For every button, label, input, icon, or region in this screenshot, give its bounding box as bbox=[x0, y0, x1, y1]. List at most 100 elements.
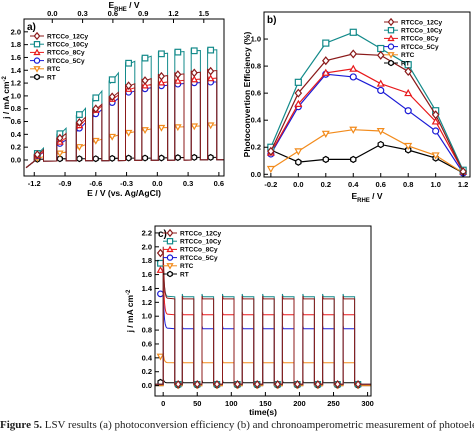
data-point bbox=[213, 380, 221, 389]
data-point bbox=[108, 133, 117, 141]
y-axis-label: j / mA cm-2 bbox=[1, 75, 11, 119]
data-point bbox=[266, 165, 275, 174]
series-line bbox=[270, 129, 464, 174]
legend-marker bbox=[166, 228, 174, 238]
data-point bbox=[190, 123, 199, 131]
data-point bbox=[431, 152, 440, 160]
y-tick-label: 0.2 bbox=[251, 143, 261, 152]
data-point bbox=[376, 79, 385, 87]
top-axis-label: ERHE / V bbox=[108, 0, 139, 13]
x-tick-label: -0.2 bbox=[264, 180, 277, 189]
y-tick-label: 0.0 bbox=[11, 155, 21, 164]
top-tick-label: 0.6 bbox=[108, 9, 118, 18]
y-axis-label: j / mA cm-2 bbox=[125, 289, 135, 333]
data-point bbox=[404, 88, 413, 97]
data-point bbox=[376, 128, 385, 136]
y-tick-label: 1.8 bbox=[11, 40, 21, 49]
x-tick-label: 0.6 bbox=[214, 179, 224, 188]
data-point bbox=[174, 48, 182, 56]
legend-label-rtcco-12cy: RTCCo_12Cy bbox=[180, 230, 222, 237]
data-point bbox=[294, 148, 303, 156]
legend-label-rtcco-10cy: RTCCo_10Cy bbox=[47, 42, 89, 49]
data-point bbox=[190, 68, 198, 78]
legend-label-rtcco-10cy: RTCCo_10Cy bbox=[401, 28, 443, 35]
y-tick-label: 1.2 bbox=[142, 298, 152, 307]
data-point bbox=[206, 122, 215, 130]
data-point bbox=[108, 92, 116, 102]
legend-label-rtcco-8cy: RTCCo_8Cy bbox=[180, 247, 218, 254]
data-point bbox=[56, 155, 63, 163]
data-point bbox=[322, 39, 330, 47]
legend-label-rtc: RTC bbox=[401, 52, 415, 59]
series-rtcco-12cy bbox=[155, 246, 371, 389]
legend-label-rtcco-5cy: RTCCo_5Cy bbox=[401, 44, 439, 51]
data-point bbox=[376, 50, 385, 60]
caption-label: Figure 5. bbox=[0, 419, 42, 431]
data-point bbox=[91, 137, 100, 145]
legend-label-rtc: RTC bbox=[180, 263, 194, 270]
data-point bbox=[294, 78, 302, 86]
data-point bbox=[157, 259, 164, 267]
y-tick-label: 1.0 bbox=[142, 312, 152, 321]
x-axis-label: ERHE / V bbox=[351, 191, 382, 204]
y-tick-label: 2.2 bbox=[142, 228, 152, 237]
x-tick-label: 0.0 bbox=[293, 180, 303, 189]
series-line bbox=[270, 68, 464, 172]
x-tick-label: 300 bbox=[361, 399, 374, 408]
data-point bbox=[207, 66, 215, 76]
x-tick-label: 250 bbox=[327, 399, 340, 408]
x-axis-label: E / V (vs. Ag/AgCl) bbox=[87, 188, 161, 198]
data-point bbox=[295, 158, 302, 166]
legend-marker bbox=[166, 263, 174, 270]
y-tick-label: 0.4 bbox=[251, 116, 262, 125]
legend-marker bbox=[167, 270, 173, 278]
panel-a-chart: -1.2 -0.9 -0.6 -0.3 0.0 0.3 0.6 0.0 0.2 0.4 0.6 0.8… bbox=[1, 0, 225, 198]
legend-marker bbox=[387, 34, 395, 42]
x-tick-label: -0.3 bbox=[120, 179, 133, 188]
data-point bbox=[206, 74, 215, 82]
y-tick-label: 1.6 bbox=[142, 270, 152, 279]
data-point bbox=[156, 266, 165, 273]
data-point bbox=[432, 127, 440, 135]
x-tick-label: 0.8 bbox=[403, 180, 413, 189]
data-point bbox=[354, 380, 362, 389]
legend-label-rtcco-8cy: RTCCo_8Cy bbox=[47, 50, 85, 57]
legend-label-rtcco-5cy: RTCCo_5Cy bbox=[47, 58, 85, 65]
legend-marker bbox=[166, 254, 174, 261]
data-point bbox=[174, 380, 182, 389]
series-rtcco-12cy bbox=[267, 49, 467, 177]
y-tick-label: 1.6 bbox=[11, 53, 21, 62]
series-line bbox=[270, 73, 464, 174]
y-tick-label: 1.0 bbox=[251, 35, 261, 44]
plot-frame bbox=[23, 18, 225, 177]
x-tick-label: 50 bbox=[193, 399, 201, 408]
panel-b-chart: -0.2 0.0 0.2 0.4 0.6 0.8 1.0 1.20.00.20.40.60.8… bbox=[242, 11, 471, 204]
legend-label-rtcco-10cy: RTCCo_10Cy bbox=[180, 239, 222, 246]
data-point bbox=[207, 153, 214, 161]
panel-label: b) bbox=[267, 15, 276, 26]
legend-marker bbox=[33, 66, 41, 73]
data-point bbox=[349, 126, 358, 134]
y-tick-label: 0.4 bbox=[142, 353, 153, 362]
data-point bbox=[404, 142, 413, 151]
y-tick-label: 1.4 bbox=[11, 66, 22, 75]
y-tick-label: 1.4 bbox=[142, 284, 153, 293]
data-point bbox=[207, 46, 215, 54]
y-axis-label: Photoconvertion Efficiency (%) bbox=[242, 32, 252, 158]
series-line bbox=[270, 31, 464, 171]
data-point bbox=[75, 111, 83, 118]
data-point bbox=[274, 380, 282, 389]
data-point bbox=[141, 54, 149, 62]
data-point bbox=[404, 66, 412, 77]
data-point bbox=[157, 78, 166, 86]
top-tick-label: 1.2 bbox=[168, 9, 178, 18]
x-tick-label: -0.9 bbox=[59, 179, 72, 188]
data-point bbox=[253, 380, 261, 389]
data-point bbox=[174, 154, 181, 162]
data-point bbox=[92, 104, 100, 114]
x-tick-label: 200 bbox=[293, 399, 306, 408]
legend-marker bbox=[387, 43, 395, 50]
series-line bbox=[270, 143, 464, 174]
y-tick-label: 0.8 bbox=[251, 62, 261, 71]
x-tick-label: 0.6 bbox=[376, 180, 386, 189]
